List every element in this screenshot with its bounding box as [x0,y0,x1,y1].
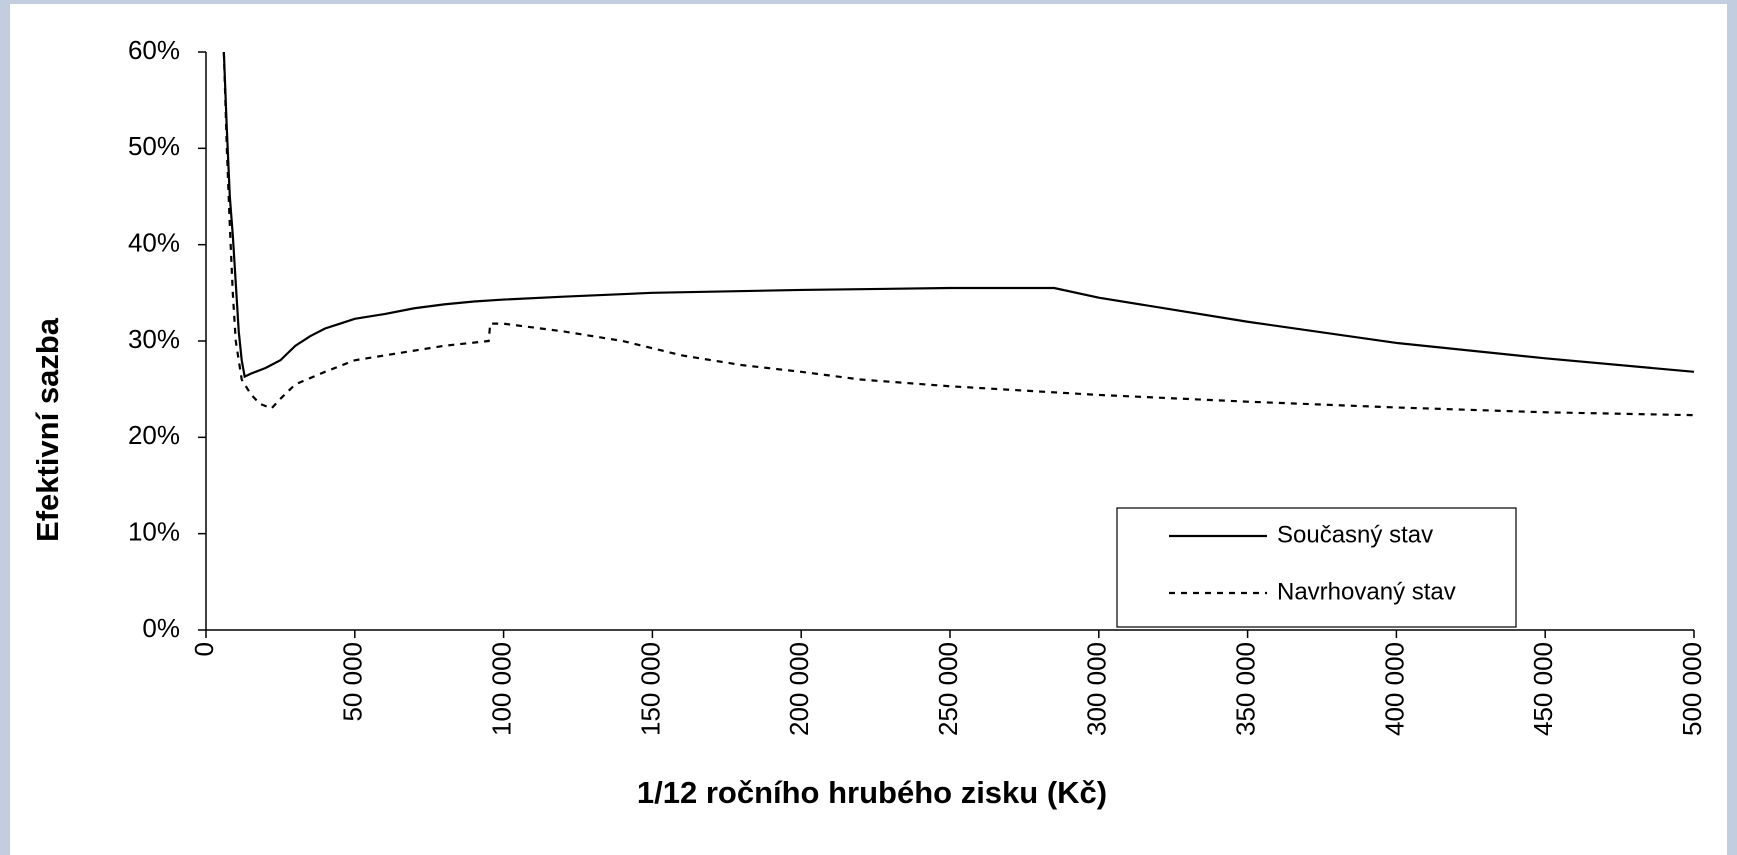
y-tick-label: 60% [128,35,180,65]
x-tick-label: 300 000 [1082,642,1112,736]
legend-label: Navrhovaný stav [1277,578,1456,605]
y-tick-label: 30% [128,324,180,354]
x-tick-label: 200 000 [784,642,814,736]
x-axis-title: 1/12 ročního hrubého zisku (Kč) [637,775,1107,810]
x-tick-label: 100 000 [486,642,516,736]
x-tick-label: 250 000 [933,642,963,736]
x-tick-label: 450 000 [1528,642,1558,736]
x-tick-label: 350 000 [1230,642,1260,736]
x-tick-label: 150 000 [635,642,665,736]
x-tick-label: 400 000 [1379,642,1409,736]
legend-box [1116,507,1517,628]
y-tick-label: 0% [142,613,180,643]
y-tick-label: 10% [128,517,180,547]
y-tick-label: 50% [128,131,180,161]
y-axis-title: Efektivní sazba [30,317,65,542]
x-tick-label: 50 000 [338,642,368,722]
legend-label: Současný stav [1277,521,1433,548]
series-line [222,51,1695,379]
y-tick-label: 40% [128,228,180,258]
x-tick-label: 0 [189,642,219,656]
y-tick-label: 20% [128,420,180,450]
chart-background [10,4,1727,855]
x-tick-label: 500 000 [1677,642,1707,736]
series-line [222,51,1695,417]
